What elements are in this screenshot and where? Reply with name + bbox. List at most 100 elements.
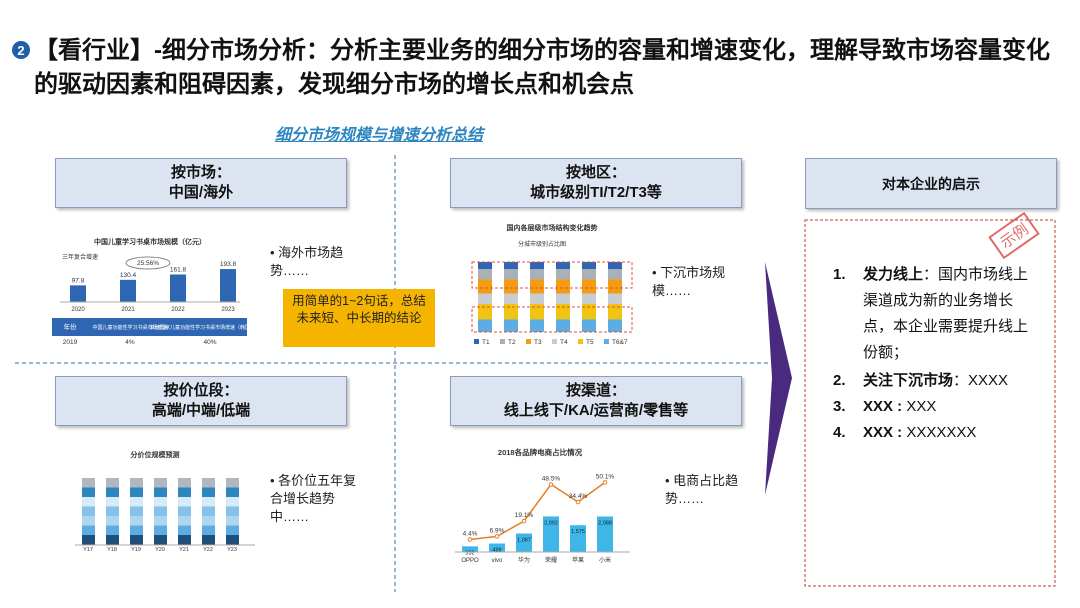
note: • 电商占比趋势……	[665, 473, 739, 506]
chart-text: 华为	[518, 556, 530, 564]
item-label: 关注下沉市场	[863, 372, 954, 389]
stack-segment	[478, 279, 492, 294]
stack-segment	[82, 497, 95, 507]
stack-segment	[202, 506, 215, 516]
chart-text: T6&7	[612, 339, 628, 346]
stack-segment	[608, 279, 622, 294]
stack-segment	[530, 269, 544, 280]
legend-swatch	[474, 339, 479, 344]
stack-segment	[556, 269, 570, 280]
stack-segment	[106, 525, 119, 535]
stack-segment	[178, 478, 191, 488]
stack-segment	[178, 535, 191, 545]
stack-segment	[178, 497, 191, 507]
item-label: 发力线上	[863, 266, 924, 283]
chart-text: Y17	[83, 547, 93, 553]
badge: 2	[17, 43, 24, 58]
chart-text: Y21	[179, 547, 189, 553]
chart-text: 中国儿童功能性学习书桌市场增速	[92, 324, 167, 331]
stack-segment	[226, 497, 239, 507]
chart-text: 161.8	[170, 266, 187, 273]
quadrant-heading: 按价位段： 高端/中端/低端	[55, 376, 347, 426]
stack-segment	[608, 304, 622, 320]
highlight	[471, 306, 633, 333]
chart-text: Y20	[155, 547, 165, 553]
item-label: XXX :	[863, 398, 903, 415]
stack-segment	[504, 269, 518, 280]
stack-segment	[202, 516, 215, 526]
stack-segment	[82, 535, 95, 545]
insight-item: 3. XXX : XXX	[833, 394, 1033, 420]
stack-segment	[178, 487, 191, 497]
stack-segment	[106, 535, 119, 545]
chart-text: 130.4	[120, 272, 137, 279]
chart-text: 荣耀	[545, 556, 557, 564]
stack-segment	[582, 304, 596, 320]
bar	[120, 279, 136, 302]
share-point	[548, 482, 554, 487]
quadrant-heading: 按地区： 城市级别TI/T2/T3等	[450, 158, 742, 208]
stack-segment	[82, 516, 95, 526]
chart-text: OPPO	[461, 558, 479, 564]
stack-segment	[130, 525, 143, 535]
chart-text: T2	[508, 339, 516, 346]
stack-segment	[530, 304, 544, 320]
chart-text: 分城市级别占比图	[518, 240, 566, 248]
stack-segment	[82, 487, 95, 497]
stack-segment	[178, 525, 191, 535]
stack-segment	[130, 535, 143, 545]
note: • 下沉市场规模……	[652, 265, 726, 298]
insight-item: 4. XXX : XXXXXXX	[833, 420, 1033, 446]
stack-segment	[130, 478, 143, 488]
item-body: XXX : XXX	[863, 394, 936, 420]
chart-text: Y18	[107, 547, 117, 553]
stack-segment	[202, 487, 215, 497]
heading-line: 城市级别TI/T2/T3等	[530, 184, 662, 201]
share-point	[602, 480, 608, 485]
bar	[170, 274, 186, 302]
share-label: 34.4%	[569, 493, 588, 500]
title: 【看行业】-细分市场分析：分析主要业务的细分市场的容量和增速变化，理解导致市场容…	[34, 37, 1050, 98]
stack-segment	[556, 293, 570, 304]
heading-line: 对本企业的启示	[882, 175, 980, 192]
stack-segment	[608, 269, 622, 280]
stack-segment	[556, 304, 570, 320]
item-text: ：XXXX	[953, 372, 1009, 389]
stack-segment	[608, 262, 622, 269]
chart-text: 97.8	[72, 277, 85, 284]
stack-segment	[478, 262, 492, 269]
stack-segment	[130, 516, 143, 526]
stack-segment	[582, 279, 596, 294]
stack-segment	[504, 293, 518, 304]
chart-text: 2023	[221, 307, 235, 313]
quadrant-heading: 按市场： 中国/海外	[55, 158, 347, 208]
chart-text: 2022	[171, 307, 185, 313]
stack-segment	[608, 319, 622, 332]
bar	[489, 543, 505, 552]
stack-segment	[154, 478, 167, 488]
stack-segment	[226, 525, 239, 535]
item-label: XXX :	[863, 424, 903, 441]
stack-segment	[226, 506, 239, 516]
heading-line: 按市场：	[170, 164, 231, 181]
chart-text: 年份	[64, 322, 78, 331]
stack-segment	[106, 487, 119, 497]
stack-segment	[82, 478, 95, 488]
note-text: 下沉市场规模……	[652, 265, 726, 298]
stack-segment	[226, 535, 239, 545]
chart-text: T4	[560, 339, 568, 346]
legend-swatch	[604, 339, 609, 344]
stack-segment	[202, 535, 215, 545]
share-point	[494, 534, 500, 539]
chart-text: 40%	[203, 339, 216, 346]
insight-list: 1. 发力线上：国内市场线上渠道成为新的业务增长点，本企业需要提升线上份额； 2.…	[833, 262, 1033, 446]
legend-swatch	[578, 339, 583, 344]
note-text: 各价位五年复合增长趋势中……	[270, 473, 357, 524]
insight-item: 1. 发力线上：国内市场线上渠道成为新的业务增长点，本企业需要提升线上份额；	[833, 262, 1033, 366]
bar-label: 1,575	[571, 529, 585, 535]
note-text: 电商占比趋势……	[665, 473, 739, 506]
stack-segment	[556, 262, 570, 269]
stack-segment	[106, 506, 119, 516]
chart-text: 国内各层级市场结构变化趋势	[507, 223, 598, 232]
